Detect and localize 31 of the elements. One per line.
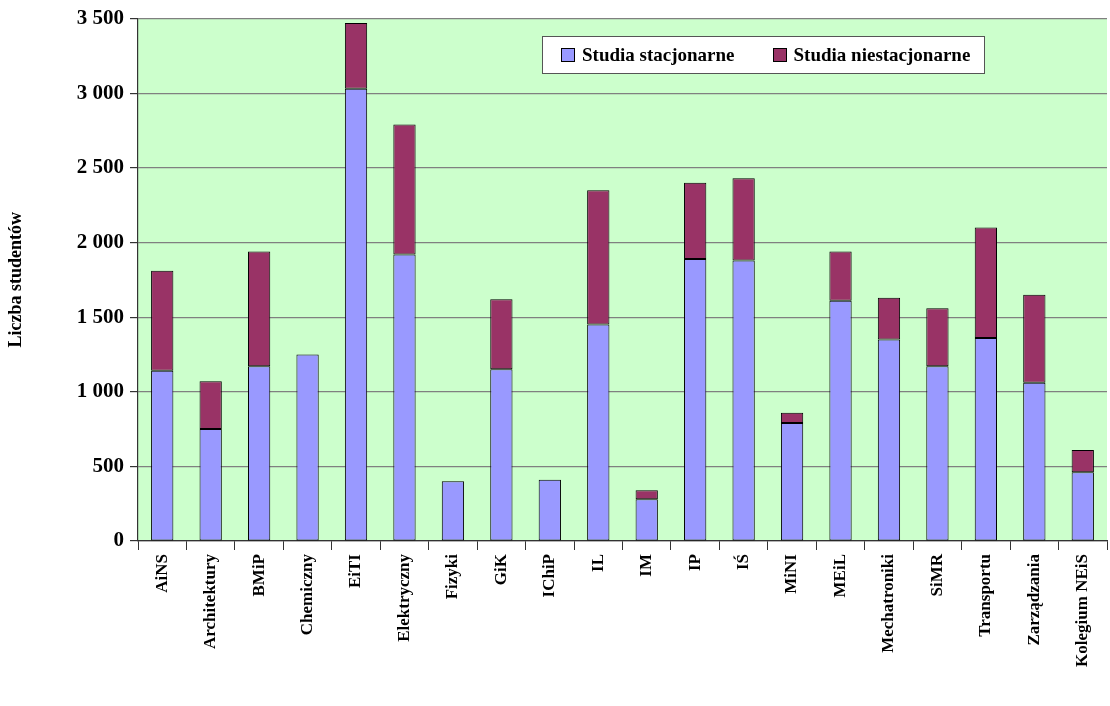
x-tick-label: Zarządzania: [1023, 553, 1043, 646]
x-tick-label: Elektryczny: [393, 553, 413, 642]
x-tick-label: SiMR: [926, 553, 946, 597]
x-tick-label: EiTI: [345, 553, 365, 589]
x-tick-label: IChiP: [539, 554, 559, 598]
legend-label: Studia stacjonarne: [582, 43, 735, 66]
y-tick-label: 2 000: [76, 228, 124, 253]
x-tick-label: Kolegium NEiS: [1072, 554, 1092, 667]
y-tick-label: 500: [92, 452, 124, 477]
x-tick-label: AiNS: [151, 554, 171, 593]
x-tick-label: MEiL: [829, 554, 849, 598]
x-tick-label: MiNI: [781, 553, 801, 594]
legend-label: Studia niestacjonarne: [793, 43, 971, 66]
y-tick-label: 3 000: [76, 79, 124, 104]
x-tick-label: Chemiczny: [296, 553, 316, 636]
x-tick-label: Fizyki: [442, 553, 462, 600]
y-tick-label: 2 500: [76, 154, 124, 179]
x-tick-label: IM: [636, 554, 656, 577]
x-tick-label: Transportu: [975, 554, 995, 637]
x-tick-label: Architektury: [200, 553, 220, 650]
y-tick-label: 3 500: [76, 5, 124, 30]
y-tick-label: 1 500: [76, 303, 124, 328]
x-tick-label: BMiP: [248, 554, 268, 597]
x-tick-label: Mechatroniki: [878, 553, 898, 653]
x-tick-label: GiK: [490, 553, 510, 586]
y-axis-title: Liczba studentów: [5, 212, 26, 348]
x-tick-label: IŚ: [733, 554, 753, 571]
y-tick-label: 0: [113, 527, 124, 552]
x-tick-label: IL: [587, 554, 607, 572]
x-tick-label: IP: [684, 554, 704, 571]
y-tick-label: 1 000: [76, 378, 124, 403]
